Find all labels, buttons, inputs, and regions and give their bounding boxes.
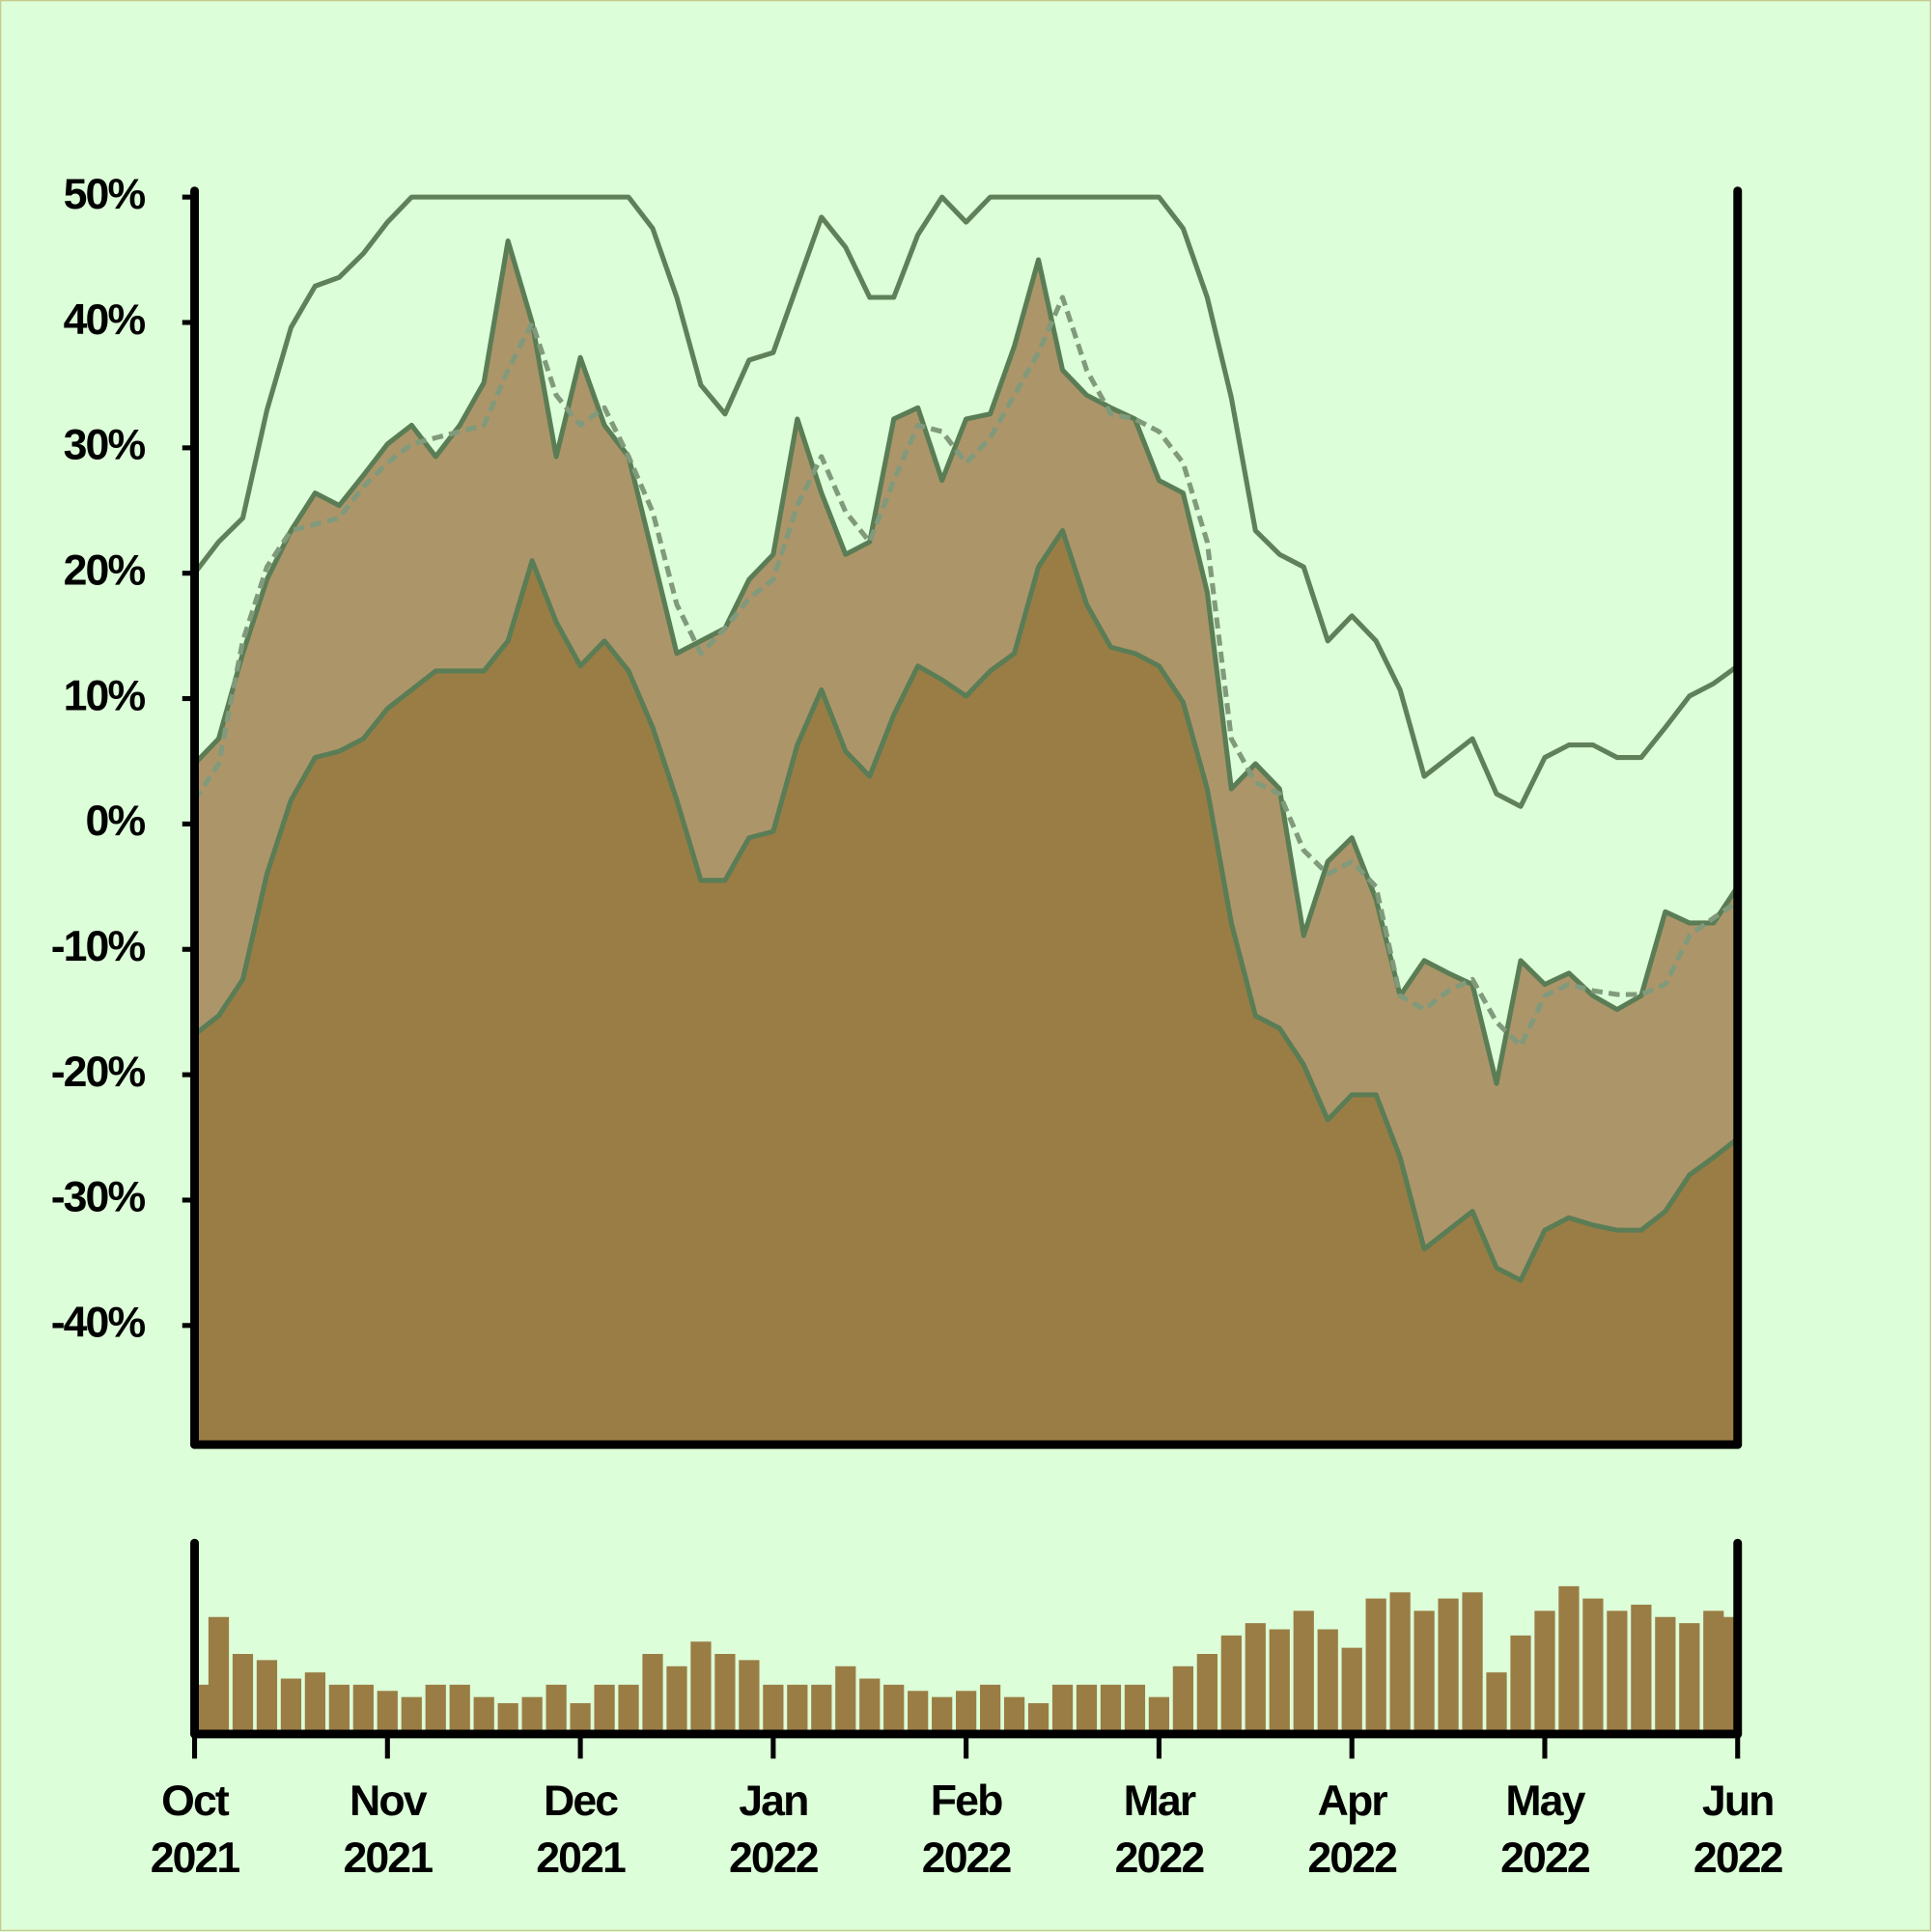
volume-bar	[1655, 1616, 1676, 1734]
volume-bar	[618, 1684, 639, 1734]
volume-bar	[1027, 1703, 1049, 1734]
volume-bar	[1534, 1610, 1555, 1734]
x-tick-label: Feb 2022	[921, 1777, 1013, 1882]
volume-bar	[811, 1684, 832, 1734]
volume-bar	[1389, 1592, 1411, 1734]
line	[192, 527, 1740, 1283]
volume-bar	[739, 1660, 760, 1734]
volume-bar	[1582, 1598, 1604, 1734]
volume-bar	[1100, 1684, 1122, 1734]
line	[192, 194, 1740, 809]
volume-bar	[1293, 1610, 1314, 1734]
volume-bar	[1220, 1635, 1242, 1734]
x-tick-label: May 2022	[1500, 1777, 1591, 1882]
volume-bar	[1631, 1604, 1652, 1734]
volume-bar	[377, 1691, 398, 1734]
y-tick-label: -20%	[51, 1049, 146, 1096]
volume-bar	[521, 1696, 543, 1734]
volume-bar	[497, 1703, 518, 1734]
volume-bar	[473, 1696, 494, 1734]
volume-bar	[1317, 1629, 1338, 1734]
volume-bar	[714, 1654, 736, 1734]
volume-bar	[352, 1684, 374, 1734]
x-tick-label: Nov 2021	[343, 1777, 434, 1882]
x-tick-label: Jun 2022	[1693, 1777, 1784, 1882]
line	[192, 294, 1740, 1049]
volume-bar	[1365, 1598, 1386, 1734]
volume-bar	[835, 1666, 856, 1734]
x-tick-label: Dec 2021	[536, 1777, 627, 1882]
y-tick-label: 50%	[64, 171, 146, 218]
volume-bar	[1341, 1647, 1362, 1734]
volume-bar	[1196, 1654, 1217, 1734]
y-tick-label: -10%	[51, 923, 146, 970]
y-tick-label: -30%	[51, 1174, 146, 1221]
volume-bar	[594, 1684, 615, 1734]
volume-bar	[956, 1691, 977, 1734]
x-tick-label: Oct 2021	[150, 1777, 241, 1882]
x-tick-label: Apr 2022	[1307, 1777, 1398, 1882]
volume-bar	[1510, 1635, 1531, 1734]
volume-bar	[932, 1696, 953, 1734]
volume-bar	[1245, 1623, 1266, 1734]
volume-bar	[1269, 1629, 1290, 1734]
volume-bar	[1148, 1696, 1170, 1734]
volume-bar	[1124, 1684, 1146, 1734]
volume-bar	[1003, 1696, 1025, 1734]
y-tick-label: 20%	[64, 546, 146, 594]
y-tick-label: 40%	[64, 296, 146, 344]
volume-bar	[208, 1616, 230, 1734]
volume-bar	[1486, 1672, 1507, 1734]
volume-bar	[1558, 1585, 1580, 1734]
x-tick-label: Jan 2022	[729, 1777, 820, 1882]
volume-bar	[666, 1666, 687, 1734]
volume-bar	[1462, 1592, 1483, 1734]
volume-bar	[859, 1678, 881, 1734]
volume-bar	[232, 1654, 254, 1734]
volume-bar	[1607, 1610, 1628, 1734]
volume-bar	[883, 1684, 905, 1734]
y-tick-label: 10%	[64, 672, 146, 719]
volume-bar	[1713, 1616, 1734, 1734]
volume-bar	[763, 1684, 784, 1734]
y-tick-label: 0%	[86, 798, 146, 845]
x-tick-label: Mar 2022	[1114, 1777, 1206, 1882]
volume-bar	[1172, 1666, 1193, 1734]
volume-bar	[1076, 1684, 1098, 1734]
area-fill	[194, 530, 1738, 1445]
volume-bar	[1679, 1623, 1700, 1734]
volume-bar	[1438, 1598, 1459, 1734]
volume-bar	[425, 1684, 446, 1734]
volume-bar	[570, 1703, 591, 1734]
volume-bar	[979, 1684, 1001, 1734]
volume-bar	[328, 1684, 350, 1734]
volume-bar	[449, 1684, 470, 1734]
volume-bar	[690, 1641, 712, 1734]
volume-bar	[642, 1654, 663, 1734]
volume-bar	[908, 1691, 929, 1734]
volume-bar	[256, 1660, 278, 1734]
y-tick-label: 30%	[64, 422, 146, 469]
volume-bar	[401, 1696, 422, 1734]
volume-bar	[304, 1672, 326, 1734]
volume-bar	[1051, 1684, 1074, 1734]
y-tick-label: -40%	[51, 1300, 146, 1347]
volume-bar	[787, 1684, 808, 1734]
volume-bar	[546, 1684, 567, 1734]
volume-bar	[1413, 1610, 1435, 1734]
volume-bar	[280, 1678, 302, 1734]
